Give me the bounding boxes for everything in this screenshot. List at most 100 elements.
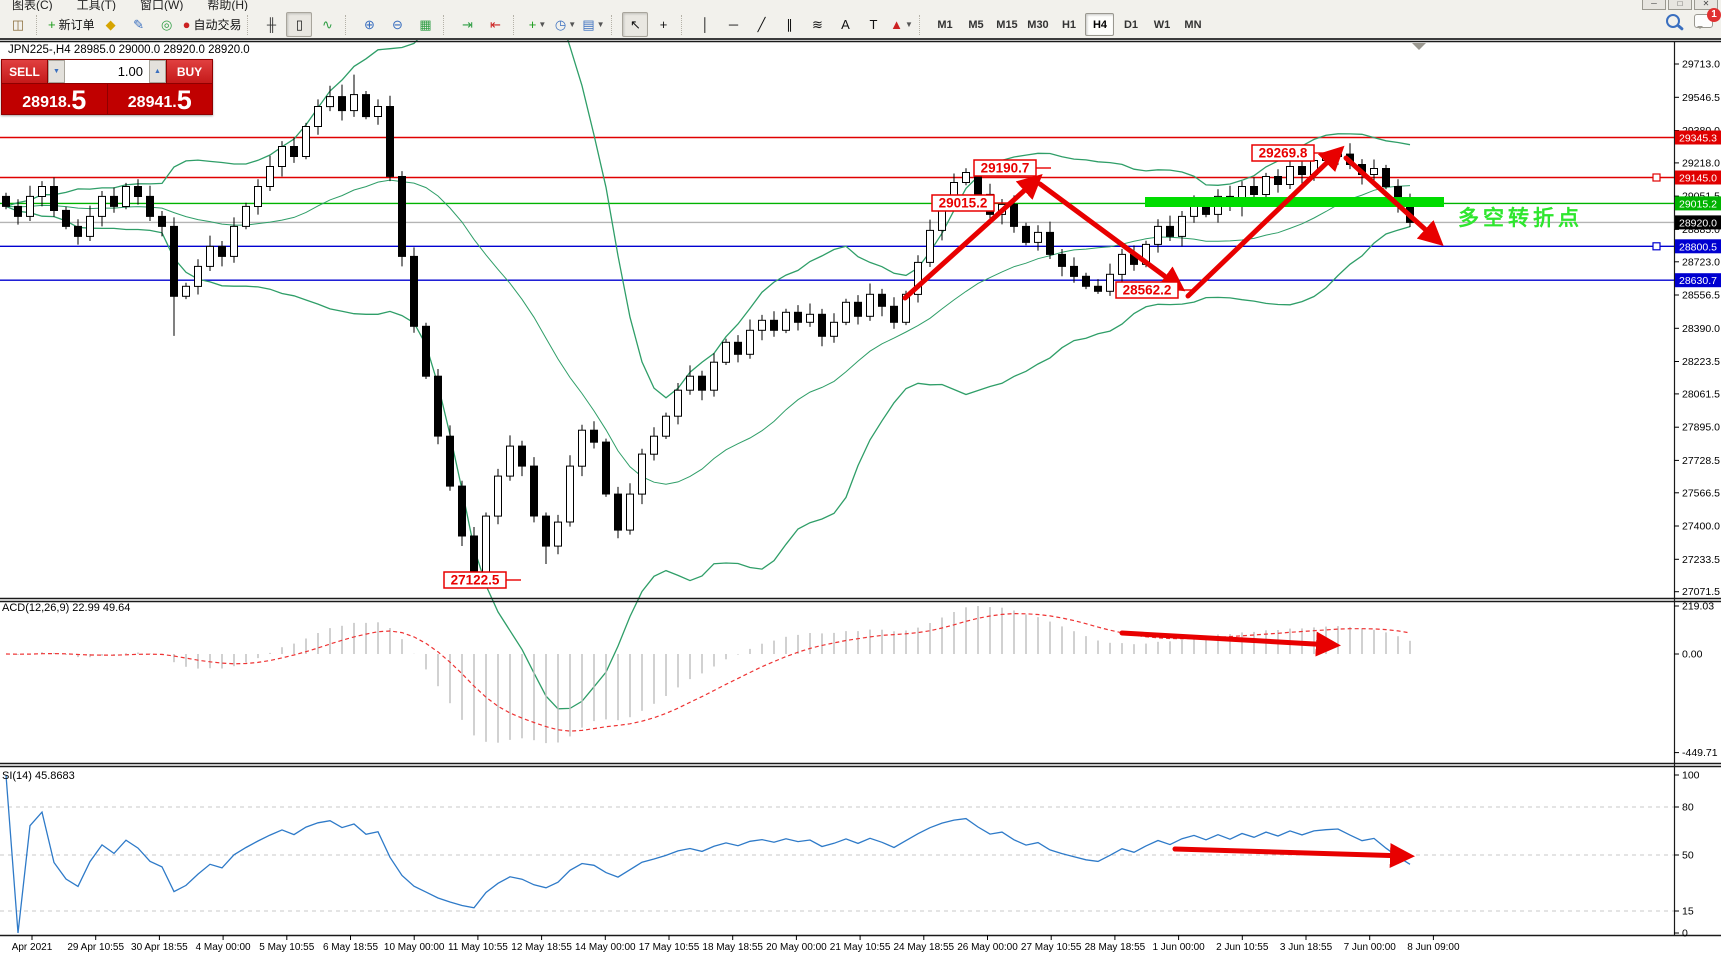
notifications-button[interactable]: 1	[1694, 8, 1721, 29]
market-watch-icon-glyph: ◫	[11, 16, 25, 32]
menu-item-3[interactable]: 帮助(H)	[207, 0, 248, 11]
chevron-down-icon: ▼	[596, 20, 605, 29]
volume-input[interactable]	[65, 60, 149, 83]
auto-scroll-icon[interactable]: ⇥	[454, 12, 480, 37]
volume-increase-button[interactable]: ▲	[149, 60, 166, 83]
auto-scroll-icon-glyph: ⇥	[462, 16, 473, 32]
svg-text:29015.2: 29015.2	[939, 196, 988, 211]
timeframe-H1[interactable]: H1	[1061, 18, 1077, 31]
zoom-out-icon[interactable]: ⊖	[384, 12, 410, 37]
pane-separators[interactable]	[0, 40, 1721, 937]
toolbar-separator	[36, 14, 42, 35]
chart-shift-icon[interactable]: ⇤	[482, 12, 508, 37]
timeframe-W1[interactable]: W1	[1153, 18, 1171, 31]
label-icon[interactable]: T	[860, 12, 886, 37]
periods-button[interactable]: ◷ ▼	[552, 12, 578, 37]
price-axis[interactable]: 29713.029546.529380.029218.029051.528885…	[1674, 59, 1721, 940]
indicators-button[interactable]: + ▼	[524, 12, 550, 37]
svg-text:10 May 00:00: 10 May 00:00	[384, 942, 445, 953]
text-icon[interactable]: A	[832, 12, 858, 37]
menu-item-1[interactable]: 工具(T)	[76, 0, 116, 11]
arrows-icon[interactable]: ▲ ▼	[888, 12, 914, 37]
svg-text:28630.7: 28630.7	[1679, 275, 1717, 287]
svg-text:0: 0	[1682, 928, 1688, 940]
horizontal-line-icon-glyph: ─	[728, 17, 739, 32]
timeframe-M30[interactable]: M30	[1027, 18, 1049, 31]
tile-windows-icon[interactable]: ▦	[412, 12, 438, 37]
menu-item-0[interactable]: 图表(C)	[12, 0, 53, 11]
timeframe-M5[interactable]: M5	[968, 18, 984, 31]
market-watch-icon[interactable]: ◫	[5, 12, 31, 37]
label-icon-glyph: T	[869, 17, 878, 32]
new-order-button[interactable]: + 新订单	[47, 12, 96, 37]
svg-text:28061.5: 28061.5	[1682, 388, 1720, 400]
menu-item-2[interactable]: 窗口(W)	[140, 0, 184, 11]
crosshair-icon[interactable]: +	[650, 12, 676, 37]
buy-button[interactable]: BUY	[166, 60, 212, 83]
chart-title: JPN225-,H4 28985.0 29000.0 28920.0 28920…	[8, 44, 250, 56]
timeframe-M15[interactable]: M15	[996, 18, 1018, 31]
sell-button[interactable]: SELL	[2, 60, 48, 83]
chart-shift-marker[interactable]	[1412, 43, 1426, 50]
text-icon-glyph: A	[841, 17, 850, 32]
price-annotation-label: 29269.8	[1251, 144, 1329, 162]
search-icon[interactable]	[1666, 14, 1680, 28]
svg-text:6 May 18:55: 6 May 18:55	[323, 942, 378, 953]
timeframe-M1[interactable]: M1	[937, 18, 953, 31]
annotations[interactable]: 29190.7 29015.2 28562.2 29269.8 27122.5	[443, 144, 1444, 869]
trendline-icon[interactable]: ╱	[748, 12, 774, 37]
svg-text:27895.0: 27895.0	[1682, 422, 1720, 434]
svg-text:29145.0: 29145.0	[1679, 173, 1717, 185]
timeframe-H4[interactable]: H4	[1085, 13, 1115, 36]
vertical-line-icon[interactable]: │	[692, 12, 718, 37]
buy-price[interactable]: 28941. 5	[127, 85, 192, 115]
channel-icon[interactable]: ∥	[776, 12, 802, 37]
svg-text:28 May 18:55: 28 May 18:55	[1085, 942, 1146, 953]
fibonacci-icon[interactable]: ≋	[804, 12, 830, 37]
cursor-icon[interactable]: ↖	[622, 12, 649, 37]
svg-text:27122.5: 27122.5	[451, 573, 500, 588]
horizontal-levels[interactable]	[0, 136, 1674, 281]
toolbar-right: 1	[1666, 8, 1721, 29]
bar-chart-icon[interactable]: ╫	[258, 12, 284, 37]
macd-indicator-label: ACD(12,26,9) 22.99 49.64	[2, 602, 131, 614]
svg-text:Apr 2021: Apr 2021	[12, 942, 53, 953]
candle-chart-icon[interactable]: ▯	[286, 12, 313, 37]
svg-text:29190.7: 29190.7	[981, 161, 1030, 176]
zoom-in-icon-glyph: ⊕	[364, 16, 375, 32]
chevron-down-icon: ▼	[538, 20, 547, 29]
svg-text:28556.5: 28556.5	[1682, 290, 1720, 302]
svg-text:29218.0: 29218.0	[1682, 157, 1720, 169]
toolbar-separator	[247, 14, 253, 35]
metaeditor-icon[interactable]: ◆	[98, 12, 124, 37]
svg-text:29546.5: 29546.5	[1682, 92, 1720, 104]
trend-arrow	[1343, 155, 1444, 247]
line-chart-icon[interactable]: ∿	[314, 12, 340, 37]
time-axis[interactable]: Apr 2021 29 Apr 10:55 30 Apr 18:55 4 May 00…	[12, 935, 1460, 953]
broadcast-icon[interactable]: ◎	[154, 12, 180, 37]
horizontal-line-icon[interactable]: ─	[720, 12, 746, 37]
bull-bear-note[interactable]: 多空转折点	[1458, 207, 1583, 230]
close-button[interactable]: ✕	[1694, 0, 1718, 10]
zoom-in-icon[interactable]: ⊕	[356, 12, 382, 37]
toolbar-separator	[345, 14, 351, 35]
volume-decrease-button[interactable]: ▼	[48, 60, 65, 83]
minimize-button[interactable]: ─	[1642, 0, 1666, 10]
indicators-glyph: +	[528, 17, 537, 32]
timeframe-D1[interactable]: D1	[1123, 18, 1139, 31]
trend-arrow	[1037, 181, 1186, 292]
autotrade-button-label: 自动交易	[193, 18, 242, 32]
templates-button[interactable]: ▤ ▼	[580, 12, 606, 37]
svg-text:14 May 00:00: 14 May 00:00	[575, 942, 636, 953]
notification-badge: 1	[1707, 8, 1721, 22]
rsi-indicator-label: SI(14) 45.8683	[2, 770, 75, 782]
broadcast-icon-glyph: ◎	[160, 16, 173, 32]
maximize-button[interactable]: □	[1668, 0, 1692, 10]
autotrade-button[interactable]: ● 自动交易	[182, 12, 243, 37]
svg-text:4 May 00:00: 4 May 00:00	[196, 942, 251, 953]
sell-price[interactable]: 28918. 5	[2, 84, 108, 114]
data-folder-icon[interactable]: ✎	[126, 12, 152, 37]
timeframe-MN[interactable]: MN	[1184, 18, 1202, 31]
toolbar-separator	[681, 14, 687, 35]
